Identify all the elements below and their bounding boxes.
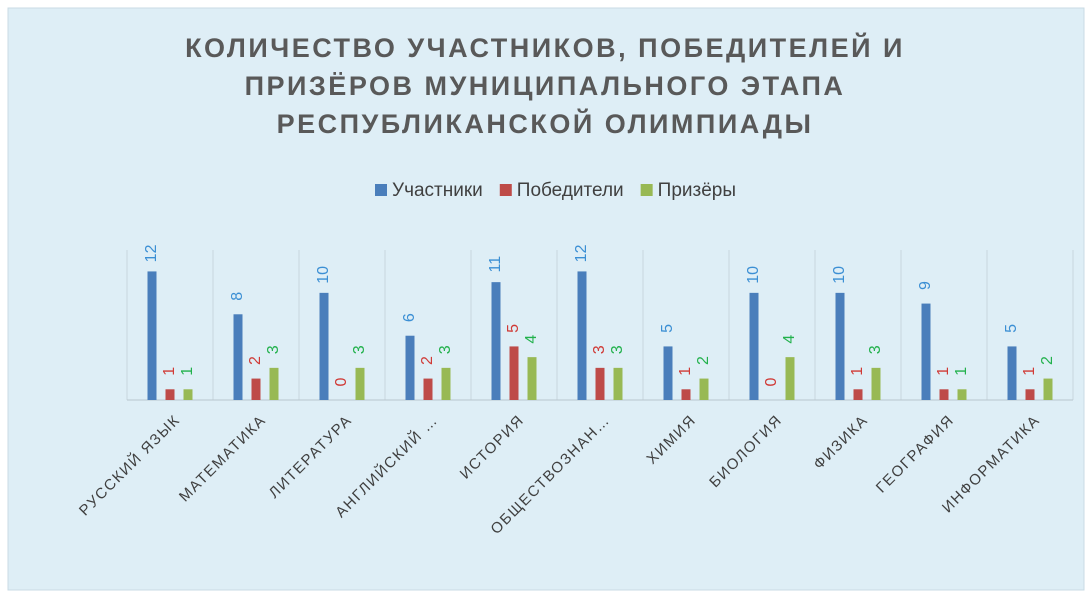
bar bbox=[699, 378, 709, 400]
data-label: 10 bbox=[315, 266, 332, 284]
chart-title: КОЛИЧЕСТВО УЧАСТНИКОВ, ПОБЕДИТЕЛЕЙ И bbox=[185, 32, 905, 63]
data-label: 1 bbox=[179, 367, 196, 376]
data-label: 3 bbox=[867, 345, 884, 354]
bar bbox=[957, 389, 967, 400]
data-label: 1 bbox=[953, 367, 970, 376]
legend-swatch bbox=[499, 184, 512, 196]
data-label: 2 bbox=[247, 356, 264, 365]
data-label: 0 bbox=[333, 377, 350, 386]
legend-swatch bbox=[640, 184, 653, 196]
bar bbox=[595, 367, 605, 400]
legend-label: Призёры bbox=[658, 180, 736, 201]
data-label: 10 bbox=[745, 266, 762, 284]
data-label: 5 bbox=[505, 324, 522, 333]
bar bbox=[663, 346, 673, 400]
data-label: 1 bbox=[161, 367, 178, 376]
data-label: 4 bbox=[523, 335, 540, 344]
data-label: 12 bbox=[143, 244, 160, 262]
data-label: 9 bbox=[917, 281, 934, 290]
bar bbox=[491, 282, 501, 400]
data-label: 3 bbox=[351, 345, 368, 354]
legend-label: Участники bbox=[392, 180, 483, 201]
bar bbox=[681, 389, 691, 400]
bar bbox=[233, 314, 243, 400]
data-label: 3 bbox=[591, 345, 608, 354]
bar bbox=[613, 367, 623, 400]
bar bbox=[1007, 346, 1017, 400]
bar bbox=[939, 389, 949, 400]
bar bbox=[147, 271, 157, 400]
data-label: 11 bbox=[487, 256, 504, 273]
legend-label: Победители bbox=[517, 180, 624, 201]
bar bbox=[251, 378, 261, 400]
bar bbox=[835, 292, 845, 400]
chart-title: РЕСПУБЛИКАНСКОЙ ОЛИМПИАДЫ bbox=[277, 108, 814, 139]
bar bbox=[405, 335, 415, 400]
data-label: 3 bbox=[609, 345, 626, 354]
data-label: 2 bbox=[695, 356, 712, 365]
bar bbox=[921, 303, 931, 400]
bar bbox=[183, 389, 193, 400]
legend-swatch bbox=[375, 184, 387, 196]
bar bbox=[509, 346, 519, 400]
data-label: 6 bbox=[401, 313, 418, 322]
bar bbox=[423, 378, 433, 400]
bar bbox=[1043, 378, 1053, 400]
data-label: 2 bbox=[419, 356, 436, 365]
data-label: 0 bbox=[763, 377, 780, 386]
bar bbox=[165, 389, 175, 400]
bar bbox=[527, 357, 537, 400]
bar bbox=[269, 367, 279, 400]
chart-title: ПРИЗЁРОВ МУНИЦИПАЛЬНОГО ЭТАПА bbox=[245, 71, 846, 101]
data-label: 2 bbox=[1039, 356, 1056, 365]
bar bbox=[319, 292, 329, 400]
data-label: 5 bbox=[1003, 324, 1020, 333]
data-label: 3 bbox=[437, 345, 454, 354]
bar bbox=[871, 367, 881, 400]
data-label: 8 bbox=[229, 292, 246, 301]
bar bbox=[577, 271, 587, 400]
bar bbox=[441, 367, 451, 400]
data-label: 1 bbox=[849, 367, 866, 376]
bar bbox=[1025, 389, 1035, 400]
data-label: 3 bbox=[265, 345, 282, 354]
data-label: 1 bbox=[1021, 367, 1038, 376]
data-label: 5 bbox=[659, 324, 676, 333]
bar bbox=[785, 357, 795, 400]
data-label: 1 bbox=[935, 367, 952, 376]
data-label: 1 bbox=[677, 367, 694, 376]
data-label: 12 bbox=[573, 244, 590, 262]
bar bbox=[749, 292, 759, 400]
bar bbox=[355, 367, 365, 400]
bar bbox=[853, 389, 863, 400]
data-label: 10 bbox=[831, 266, 848, 284]
data-label: 4 bbox=[781, 335, 798, 344]
chart-background bbox=[7, 7, 1085, 591]
